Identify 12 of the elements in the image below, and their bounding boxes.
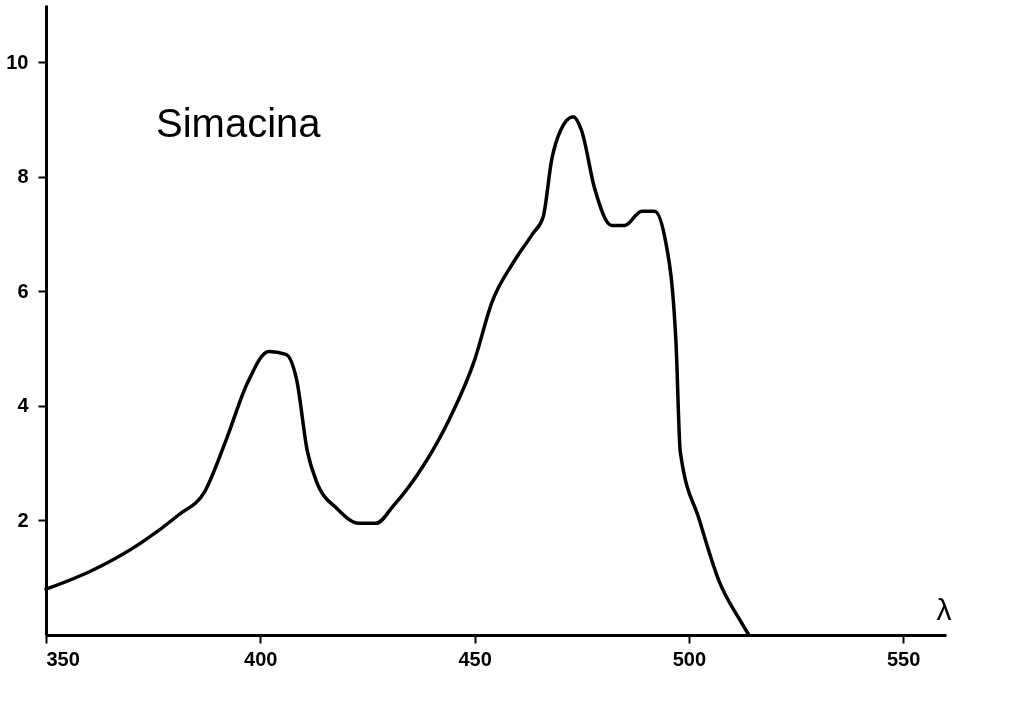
annotation: Simacina xyxy=(156,101,322,145)
y-tick-label: 2 xyxy=(17,508,29,531)
y-tick-label: 10 xyxy=(6,50,29,73)
y-tick-label: 4 xyxy=(17,394,30,417)
x-axis-title: λ xyxy=(936,592,952,626)
x-tick-label: 550 xyxy=(886,647,921,670)
x-tick-label: 350 xyxy=(46,647,80,670)
x-tick-label: 400 xyxy=(244,647,278,670)
x-tick-label: 500 xyxy=(672,647,707,670)
y-tick-label: 8 xyxy=(17,165,29,188)
x-tick-label: 450 xyxy=(458,647,492,670)
y-tick-label: 6 xyxy=(17,279,29,302)
